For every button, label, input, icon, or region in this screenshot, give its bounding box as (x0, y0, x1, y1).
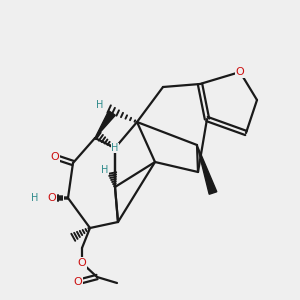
Text: H: H (96, 100, 104, 110)
Text: O: O (78, 258, 86, 268)
Text: O: O (74, 277, 82, 287)
Polygon shape (197, 145, 217, 194)
Text: H: H (101, 165, 109, 175)
Text: H: H (31, 193, 39, 203)
Text: O: O (48, 193, 56, 203)
Text: O: O (236, 67, 244, 77)
Text: H: H (101, 165, 109, 175)
Polygon shape (95, 111, 115, 138)
Text: H: H (31, 193, 39, 203)
Text: O: O (236, 67, 244, 77)
Text: H: H (96, 100, 104, 110)
Text: O: O (51, 152, 59, 162)
Text: H: H (111, 143, 119, 153)
Text: O: O (78, 258, 86, 268)
Text: O: O (48, 193, 56, 203)
